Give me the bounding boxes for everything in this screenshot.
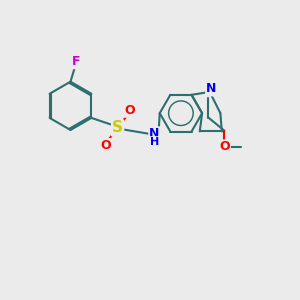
Text: F: F — [72, 55, 81, 68]
Text: O: O — [100, 139, 111, 152]
Text: N: N — [206, 82, 216, 95]
Text: O: O — [219, 140, 230, 154]
Text: N: N — [149, 127, 160, 140]
Text: O: O — [124, 104, 135, 117]
Text: H: H — [150, 137, 160, 147]
Text: S: S — [112, 120, 123, 135]
